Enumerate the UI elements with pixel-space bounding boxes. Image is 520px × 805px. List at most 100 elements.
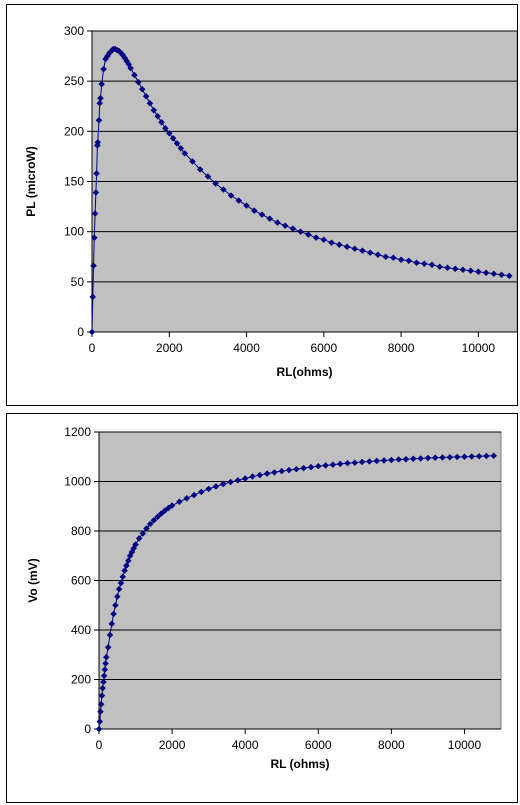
data-point xyxy=(93,170,100,177)
data-point xyxy=(388,456,395,464)
x-tick-label: 10000 xyxy=(462,341,496,355)
data-point xyxy=(451,265,459,273)
data-point xyxy=(424,454,432,462)
y-tick-label: 400 xyxy=(71,623,91,637)
data-point xyxy=(212,483,220,490)
data-point xyxy=(227,478,234,486)
data-point xyxy=(329,461,337,469)
data-point xyxy=(154,513,161,521)
x-axis-title: RL (ohms) xyxy=(270,757,329,771)
y-axis-title: Vo (mV) xyxy=(26,558,40,602)
data-point xyxy=(241,475,249,482)
data-point xyxy=(173,140,181,147)
data-point xyxy=(102,653,110,661)
data-point xyxy=(420,260,428,268)
data-point xyxy=(498,271,505,279)
data-point xyxy=(95,725,103,733)
data-point xyxy=(271,468,278,476)
data-point xyxy=(181,150,189,157)
data-point xyxy=(96,718,104,725)
data-point xyxy=(123,562,130,570)
gridlines xyxy=(99,431,501,680)
data-point xyxy=(143,525,150,532)
data-point xyxy=(314,462,322,470)
data-point xyxy=(366,249,374,257)
data-point xyxy=(142,92,150,100)
data-point xyxy=(227,192,235,199)
x-tick-label: 0 xyxy=(96,738,103,752)
data-point xyxy=(405,257,413,265)
data-point xyxy=(91,210,99,217)
data-point xyxy=(305,231,312,239)
y-tick-label: 0 xyxy=(84,722,91,736)
data-point xyxy=(300,464,308,472)
data-point xyxy=(204,173,212,180)
data-point xyxy=(312,234,320,242)
data-point xyxy=(106,631,114,639)
data-point xyxy=(88,328,96,336)
data-point xyxy=(285,466,293,474)
data-point xyxy=(490,452,498,460)
x-tick-label: 6000 xyxy=(310,341,337,355)
x-tick-label: 6000 xyxy=(305,738,332,752)
data-point xyxy=(190,491,198,499)
data-point xyxy=(150,517,158,524)
data-point xyxy=(90,262,97,270)
data-point xyxy=(380,457,388,464)
y-tick-label: 100 xyxy=(64,225,84,239)
data-point xyxy=(459,266,467,274)
data-point xyxy=(397,256,405,264)
x-axis-title: RL(ohms) xyxy=(277,365,333,379)
data-point xyxy=(139,530,147,537)
data-point xyxy=(158,118,165,126)
x-tick-label: 8000 xyxy=(378,738,405,752)
data-point xyxy=(124,557,132,565)
data-series xyxy=(88,45,513,336)
data-point xyxy=(439,454,446,461)
data-point xyxy=(483,452,490,460)
data-point xyxy=(453,453,461,461)
data-point xyxy=(94,139,102,146)
data-point xyxy=(322,462,329,469)
data-point xyxy=(113,593,121,600)
data-point xyxy=(97,94,104,102)
data-point xyxy=(90,234,98,242)
data-point xyxy=(154,112,162,120)
data-point xyxy=(428,261,436,269)
data-point xyxy=(417,455,424,462)
data-point xyxy=(112,601,119,609)
data-point xyxy=(95,116,103,124)
data-point xyxy=(351,459,359,467)
y-tick-label: 200 xyxy=(71,673,91,687)
gridlines xyxy=(92,30,517,283)
data-point xyxy=(89,293,97,301)
data-point xyxy=(121,567,128,574)
data-point xyxy=(335,241,343,249)
data-point xyxy=(328,239,335,247)
data-point xyxy=(292,465,300,473)
axes xyxy=(94,431,501,734)
data-point xyxy=(97,708,104,716)
chart-vo-vs-rl: 0 200 400 600 800 1000 1200 0 2000 4000 6000 8000 10… xyxy=(6,413,518,803)
data-point xyxy=(359,247,366,255)
data-point xyxy=(135,535,143,542)
chart-vo-svg: 0 200 400 600 800 1000 1200 0 2000 4000 6000 8000 10… xyxy=(26,425,502,771)
x-tick-label: 4000 xyxy=(232,738,259,752)
data-point xyxy=(212,180,219,187)
data-point xyxy=(104,643,112,651)
data-point xyxy=(366,458,373,465)
data-point xyxy=(256,471,264,479)
data-point xyxy=(100,672,108,680)
data-point xyxy=(100,65,107,73)
data-point xyxy=(307,463,315,471)
y-tick-label: 300 xyxy=(64,24,84,38)
y-tick-label: 1200 xyxy=(64,425,91,439)
data-point xyxy=(127,64,134,72)
axes xyxy=(87,30,517,337)
data-point xyxy=(98,692,106,699)
data-point xyxy=(243,202,250,209)
data-point xyxy=(281,222,289,230)
data-point xyxy=(115,585,123,593)
x-tick-label: 2000 xyxy=(156,341,183,355)
x-tick-label: 4000 xyxy=(233,341,260,355)
